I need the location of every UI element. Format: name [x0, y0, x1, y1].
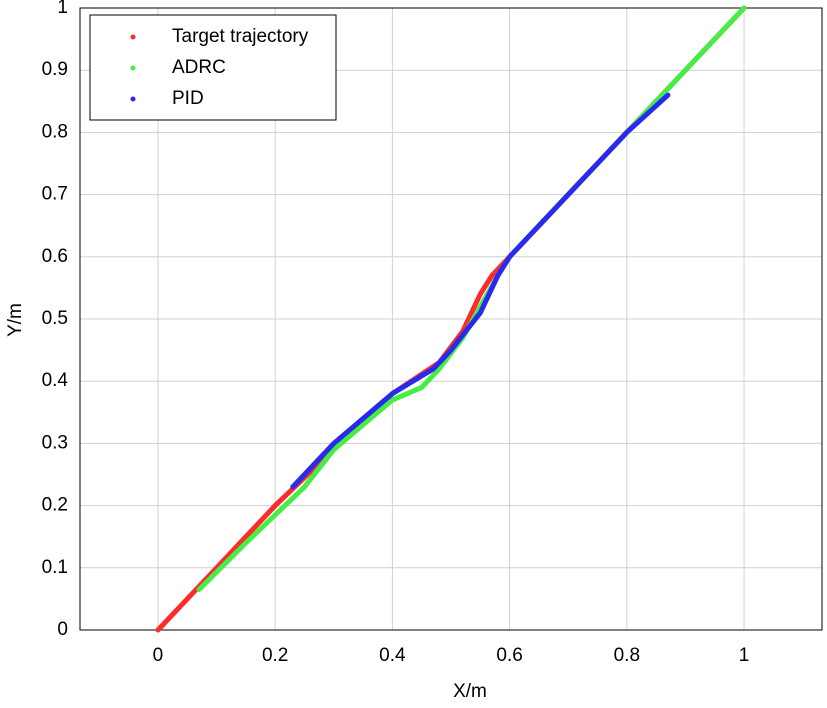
- x-tick-label: 0.6: [496, 645, 522, 666]
- y-tick-label: 0.1: [42, 557, 68, 578]
- y-tick-label: 0.8: [42, 121, 68, 142]
- x-tick-label: 0: [153, 645, 164, 666]
- y-tick-label: 0.2: [42, 495, 68, 516]
- x-tick-label: 1: [739, 645, 750, 666]
- legend-label: ADRC: [172, 57, 226, 78]
- y-tick-label: 0.4: [42, 370, 69, 391]
- y-tick-label: 0.6: [42, 246, 68, 267]
- y-tick-label: 0.3: [42, 432, 68, 453]
- series-line: [290, 92, 671, 490]
- legend-marker: [130, 96, 136, 102]
- y-tick-label: 1: [57, 0, 68, 18]
- x-tick-label: 0.2: [262, 645, 288, 666]
- legend-marker: [130, 34, 136, 40]
- y-tick-label: 0.7: [42, 184, 68, 205]
- y-tick-label: 0.9: [42, 59, 68, 80]
- legend-label: Target trajectory: [172, 26, 309, 47]
- x-axis-label: X/m: [453, 681, 487, 702]
- legend-label: PID: [172, 88, 204, 109]
- plot-frame: [79, 7, 823, 631]
- x-tick-label: 0.4: [379, 645, 406, 666]
- x-tick-label: 0.8: [614, 645, 640, 666]
- y-tick-label: 0: [57, 619, 68, 640]
- y-tick-label: 0.5: [42, 308, 68, 329]
- legend-marker: [130, 65, 136, 71]
- y-axis-label: Y/m: [5, 303, 26, 337]
